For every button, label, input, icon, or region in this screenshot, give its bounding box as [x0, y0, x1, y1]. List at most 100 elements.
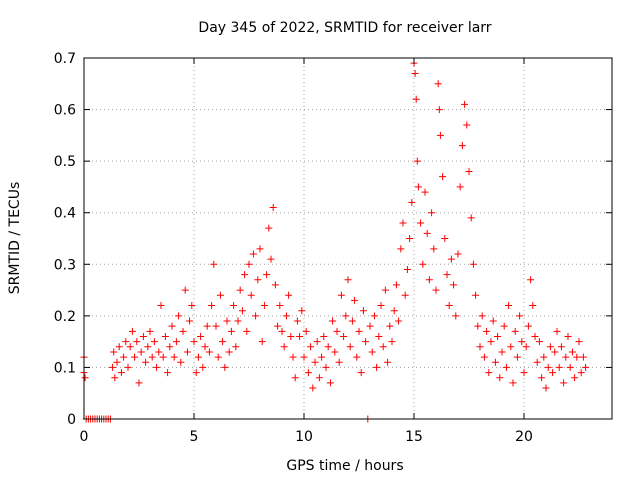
data-point — [414, 183, 422, 191]
data-point — [153, 363, 161, 371]
data-point — [549, 369, 557, 377]
x-tick-label: 0 — [80, 429, 89, 445]
data-point — [377, 302, 385, 310]
data-point — [139, 332, 147, 340]
data-point — [234, 317, 242, 325]
data-point — [135, 379, 143, 387]
y-tick-label: 0.7 — [54, 51, 76, 67]
plot-frame — [83, 57, 613, 420]
data-point — [333, 327, 341, 335]
data-point — [513, 353, 521, 361]
data-point — [247, 291, 255, 299]
data-point — [542, 384, 550, 392]
data-point — [296, 332, 304, 340]
data-point — [238, 307, 246, 315]
data-point — [498, 348, 506, 356]
data-point — [166, 343, 174, 351]
data-point — [544, 363, 552, 371]
data-point — [340, 332, 348, 340]
data-point — [197, 332, 205, 340]
data-point — [194, 353, 202, 361]
data-point — [177, 358, 185, 366]
data-point — [357, 369, 365, 377]
data-point — [110, 348, 118, 356]
data-point — [254, 276, 262, 284]
data-point — [467, 214, 475, 222]
data-point — [113, 358, 121, 366]
data-point — [458, 142, 466, 150]
data-point — [225, 348, 233, 356]
data-point — [318, 353, 326, 361]
data-point — [566, 363, 574, 371]
data-point — [353, 353, 361, 361]
data-point — [344, 276, 352, 284]
data-point — [480, 353, 488, 361]
data-point — [175, 312, 183, 320]
x-axis-label: GPS time / hours — [286, 458, 403, 474]
data-point — [557, 343, 565, 351]
data-point — [223, 317, 231, 325]
data-point — [436, 131, 444, 139]
data-point — [329, 317, 337, 325]
y-tick-label: 0.4 — [54, 206, 76, 222]
data-point — [190, 338, 198, 346]
data-point — [337, 291, 345, 299]
data-point — [500, 322, 508, 330]
data-point — [274, 322, 282, 330]
data-point — [476, 343, 484, 351]
data-point — [122, 338, 130, 346]
data-point — [252, 312, 260, 320]
data-point — [256, 245, 264, 253]
data-point — [124, 363, 132, 371]
data-point — [258, 338, 266, 346]
data-point — [428, 209, 436, 217]
data-point — [265, 224, 273, 232]
data-point — [144, 343, 152, 351]
data-point — [219, 338, 227, 346]
data-point — [472, 291, 480, 299]
data-point — [170, 353, 178, 361]
data-point — [432, 286, 440, 294]
data-point — [379, 343, 387, 351]
data-point — [133, 338, 141, 346]
data-point — [461, 100, 469, 108]
data-point — [441, 235, 449, 242]
data-point — [516, 312, 524, 320]
data-point — [159, 353, 167, 361]
data-point — [128, 327, 136, 335]
data-point — [511, 327, 519, 335]
data-point — [300, 353, 308, 361]
data-point — [538, 374, 546, 382]
x-tick-label: 20 — [515, 429, 533, 445]
data-point — [505, 302, 513, 310]
data-point — [452, 312, 460, 320]
data-point — [487, 338, 495, 346]
data-point — [304, 369, 312, 377]
data-point — [456, 183, 464, 191]
data-point — [311, 358, 319, 366]
y-tick-label: 0.3 — [54, 257, 76, 273]
data-point — [474, 322, 482, 330]
data-point — [214, 353, 222, 361]
y-tick-label: 0.5 — [54, 154, 76, 170]
axis-ticks: 0 0.1 0.2 0.3 0.4 0.5 0.6 0.7 0 5 10 15 20 — [54, 51, 612, 445]
data-point — [527, 276, 535, 284]
data-point — [282, 312, 290, 320]
data-point — [445, 302, 453, 310]
data-point — [368, 348, 376, 356]
data-point — [245, 260, 253, 268]
data-point — [278, 327, 286, 335]
data-point — [267, 255, 275, 263]
data-point — [568, 348, 576, 356]
data-point — [399, 219, 407, 227]
data-point — [201, 343, 209, 351]
data-point — [370, 312, 378, 320]
data-point — [161, 332, 169, 340]
y-axis-label: SRMTID / TECUs — [7, 182, 23, 295]
data-point — [126, 343, 134, 351]
data-point — [192, 369, 200, 377]
data-point — [454, 250, 462, 258]
y-tick-label: 0.1 — [54, 360, 76, 376]
data-point — [478, 312, 486, 320]
data-point — [381, 286, 389, 294]
